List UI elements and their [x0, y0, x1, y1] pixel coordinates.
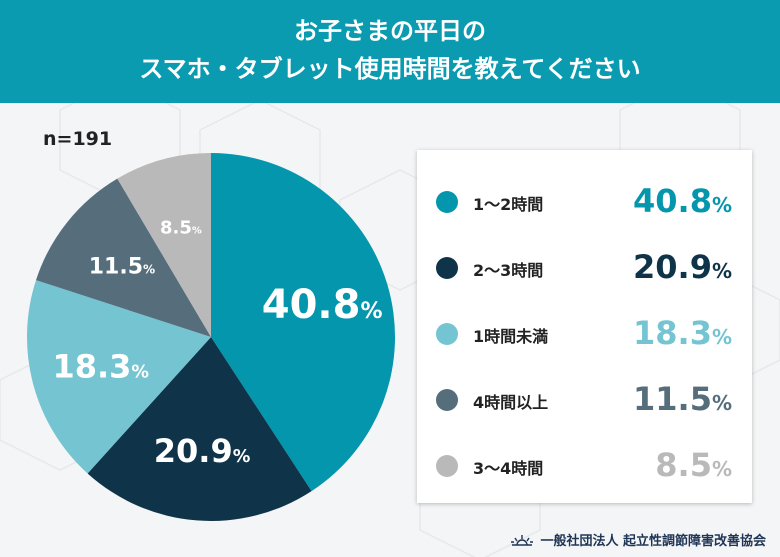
- legend-value: 18.3%: [633, 314, 732, 352]
- title-line-2: スマホ・タブレット使用時間を教えてください: [139, 55, 641, 83]
- legend-value: 8.5%: [655, 446, 732, 484]
- legend-label: 4時間以上: [473, 393, 549, 412]
- organization-name: 一般社団法人 起立性調節障害改善協会: [540, 534, 766, 549]
- pie-slice-4: [117, 153, 211, 337]
- legend-label: 1時間未満: [473, 327, 549, 346]
- legend-value-unit: %: [711, 193, 732, 217]
- legend-item: 3〜4時間 8.5%: [417, 446, 752, 486]
- title-line-1: お子さまの平日の: [294, 17, 486, 45]
- legend-value: 20.9%: [633, 248, 732, 286]
- legend-value-unit: %: [711, 391, 732, 415]
- legend-item: 1時間未満 18.3%: [417, 314, 752, 354]
- legend-value-number: 8.5: [655, 446, 712, 484]
- legend-value-unit: %: [711, 457, 732, 481]
- legend-label: 1〜2時間: [473, 195, 544, 214]
- legend: 1〜2時間 40.8% 2〜3時間 20.9% 1時間未満 18.3% 4時間以…: [417, 150, 752, 503]
- legend-swatch: [436, 323, 458, 345]
- pie-slice-3: [36, 178, 211, 337]
- pie-chart: 40.8%20.9%18.3%11.5%8.5%: [26, 153, 396, 521]
- legend-item: 2〜3時間 20.9%: [417, 248, 752, 288]
- pie-slice-1: [87, 337, 312, 521]
- legend-value-unit: %: [711, 325, 732, 349]
- legend-label: 3〜4時間: [473, 459, 544, 478]
- legend-value: 40.8%: [633, 182, 732, 220]
- legend-value-number: 11.5: [633, 380, 712, 418]
- legend-swatch: [436, 389, 458, 411]
- legend-swatch: [436, 455, 458, 477]
- legend-swatch: [436, 191, 458, 213]
- pie-slice-2: [26, 280, 212, 474]
- pie-slice-0: [211, 153, 396, 492]
- legend-value: 11.5%: [633, 380, 732, 418]
- legend-item: 4時間以上 11.5%: [417, 380, 752, 420]
- legend-label: 2〜3時間: [473, 261, 544, 280]
- sunrise-logo-icon: [511, 534, 534, 546]
- sample-size: n=191: [43, 128, 113, 150]
- legend-swatch: [436, 257, 458, 279]
- footer: 一般社団法人 起立性調節障害改善協会: [510, 530, 766, 549]
- legend-value-unit: %: [711, 259, 732, 283]
- legend-value-number: 20.9: [633, 248, 712, 286]
- slice-label-4: 8.5%: [160, 217, 202, 238]
- legend-item: 1〜2時間 40.8%: [417, 182, 752, 222]
- legend-value-number: 40.8: [633, 182, 712, 220]
- legend-value-number: 18.3: [633, 314, 712, 352]
- chart-title: お子さまの平日の スマホ・タブレット使用時間を教えてください: [0, 0, 780, 103]
